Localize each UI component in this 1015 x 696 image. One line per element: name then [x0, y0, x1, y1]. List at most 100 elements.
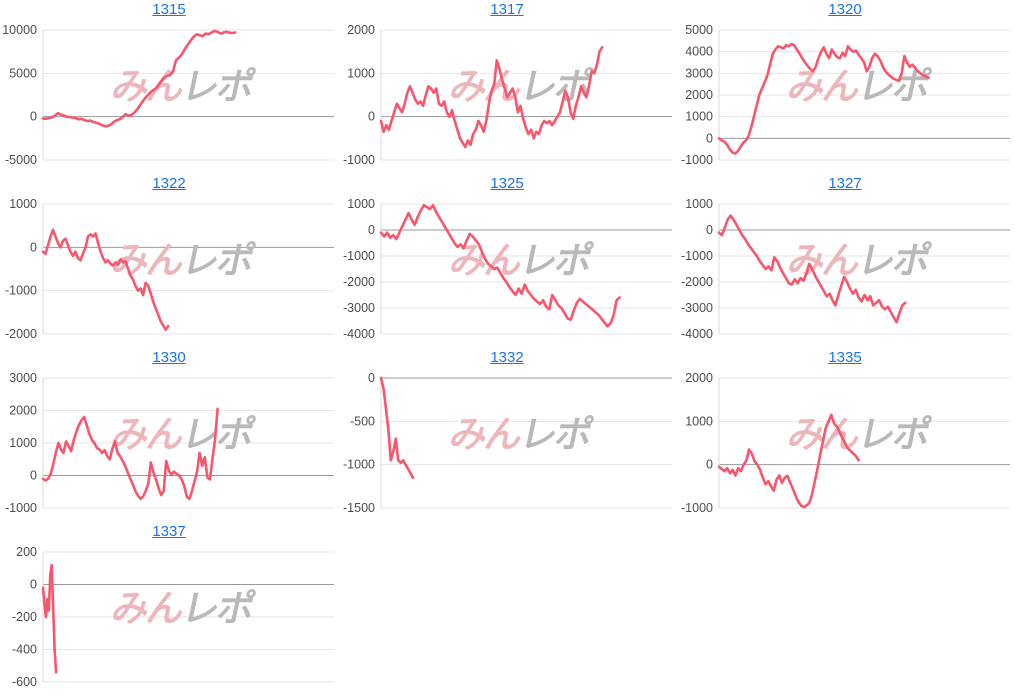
y-tick-label: -1500 — [343, 501, 375, 515]
watermark-logo: みんレポ — [784, 65, 933, 107]
y-tick-label: -1000 — [343, 249, 375, 263]
y-tick-label: -2000 — [5, 327, 37, 341]
line-chart: 2000 1000 0 -1000 みんレポ — [343, 23, 672, 167]
y-tick-label: -2000 — [343, 275, 375, 289]
y-tick-label: -4000 — [681, 327, 713, 341]
y-tick-label: 0 — [30, 469, 37, 483]
y-tick-label: 1000 — [685, 197, 713, 211]
y-tick-label: 0 — [30, 240, 37, 254]
chart-title-link[interactable]: 1330 — [152, 349, 186, 366]
watermark-logo: みんレポ — [784, 239, 933, 281]
y-tick-label: -5000 — [5, 153, 37, 167]
y-tick-label: -1000 — [681, 153, 713, 167]
y-tick-label: 1000 — [9, 197, 37, 211]
line-chart: 10000 5000 0 -5000 みんレポ — [2, 23, 334, 167]
chart-title-link[interactable]: 1315 — [152, 1, 186, 18]
y-tick-label: 0 — [368, 223, 375, 237]
chart-cell-1337: 1337 200 0 -200 -400 -600 みんレポ — [0, 522, 338, 696]
empty-cell — [338, 522, 676, 696]
series-line — [41, 29, 237, 128]
line-chart: 3000 2000 1000 0 -1000 みんレポ — [5, 371, 334, 515]
chart-cell-1330: 1330 3000 2000 1000 0 -1000 みんレポ — [0, 348, 338, 522]
y-tick-label: 1000 — [9, 436, 37, 450]
chart-title-link[interactable]: 1317 — [490, 1, 524, 18]
y-tick-label: -1000 — [681, 501, 713, 515]
watermark-logo: みんレポ — [108, 65, 257, 107]
y-tick-label: -1000 — [343, 458, 375, 472]
series-line — [379, 376, 415, 479]
y-tick-label: -2000 — [681, 275, 713, 289]
line-chart: 2000 1000 0 -1000 みんレポ — [681, 371, 1010, 515]
y-tick-label: -4000 — [343, 327, 375, 341]
series-line — [41, 228, 170, 331]
series-line — [717, 413, 860, 509]
chart-cell-1327: 1327 1000 0 -1000 -2000 -3000 -4000 みんレポ — [676, 174, 1014, 348]
chart-title-link[interactable]: 1327 — [828, 175, 862, 192]
watermark-logo: みんレポ — [446, 65, 595, 107]
y-tick-label: 5000 — [9, 66, 37, 80]
y-tick-label: 0 — [30, 578, 37, 592]
line-chart: 200 0 -200 -400 -600 みんレポ — [12, 545, 334, 689]
y-tick-label: 4000 — [685, 45, 713, 59]
series-line — [379, 45, 604, 149]
y-tick-label: 0 — [706, 223, 713, 237]
y-tick-label: 0 — [706, 131, 713, 145]
chart-title-link[interactable]: 1325 — [490, 175, 524, 192]
y-tick-label: 5000 — [685, 23, 713, 37]
y-tick-label: 1000 — [347, 197, 375, 211]
chart-cell-1325: 1325 1000 0 -1000 -2000 -3000 -4000 みんレポ — [338, 174, 676, 348]
y-tick-label: 1000 — [685, 110, 713, 124]
line-chart: 1000 0 -1000 -2000 -3000 -4000 みんレポ — [343, 197, 672, 341]
series-line — [717, 42, 930, 155]
watermark-logo: みんレポ — [108, 587, 257, 629]
y-tick-label: -400 — [12, 643, 37, 657]
chart-title-link[interactable]: 1320 — [828, 1, 862, 18]
empty-cell — [676, 522, 1014, 696]
y-tick-label: 2000 — [685, 88, 713, 102]
watermark-logo: みんレポ — [446, 239, 595, 281]
series-line — [41, 563, 58, 674]
chart-title-link[interactable]: 1335 — [828, 349, 862, 366]
chart-title-link[interactable]: 1332 — [490, 349, 524, 366]
y-tick-label: -3000 — [343, 301, 375, 315]
watermark-logo: みんレポ — [784, 413, 933, 455]
y-tick-label: 1000 — [347, 66, 375, 80]
y-tick-label: 3000 — [9, 371, 37, 385]
y-tick-label: -1000 — [343, 153, 375, 167]
y-tick-label: 2000 — [685, 371, 713, 385]
chart-cell-1322: 1322 1000 0 -1000 -2000 みんレポ — [0, 174, 338, 348]
y-tick-label: 2000 — [9, 404, 37, 418]
series-line — [379, 203, 621, 328]
series-line — [717, 214, 907, 324]
y-tick-label: 200 — [16, 545, 37, 559]
y-tick-label: -1000 — [5, 501, 37, 515]
chart-cell-1335: 1335 2000 1000 0 -1000 みんレポ — [676, 348, 1014, 522]
y-tick-label: 10000 — [2, 23, 37, 37]
y-tick-label: 0 — [368, 371, 375, 385]
chart-title-link[interactable]: 1322 — [152, 175, 186, 192]
line-chart: 5000 4000 3000 2000 1000 0 -1000 みんレポ — [681, 23, 1010, 167]
y-tick-label: 0 — [706, 458, 713, 472]
y-tick-label: 0 — [30, 110, 37, 124]
chart-cell-1320: 1320 5000 4000 3000 2000 1000 0 -1000 みんレポ — [676, 0, 1014, 174]
y-tick-label: 0 — [368, 110, 375, 124]
y-tick-label: -600 — [12, 675, 37, 689]
chart-title-link[interactable]: 1337 — [152, 523, 186, 540]
y-tick-label: -200 — [12, 610, 37, 624]
chart-cell-1332: 1332 0 -500 -1000 -1500 みんレポ — [338, 348, 676, 522]
y-tick-label: -500 — [350, 414, 375, 428]
chart-cell-1317: 1317 2000 1000 0 -1000 みんレポ — [338, 0, 676, 174]
series-line — [41, 407, 219, 501]
watermark-logo: みんレポ — [108, 413, 257, 455]
line-chart: 1000 0 -1000 -2000 -3000 -4000 みんレポ — [681, 197, 1010, 341]
watermark-logo: みんレポ — [446, 413, 595, 455]
y-tick-label: -1000 — [5, 284, 37, 298]
y-tick-label: 3000 — [685, 66, 713, 80]
chart-cell-1315: 1315 10000 5000 0 -5000 みんレポ — [0, 0, 338, 174]
y-tick-label: -3000 — [681, 301, 713, 315]
y-tick-label: 2000 — [347, 23, 375, 37]
line-chart: 0 -500 -1000 -1500 みんレポ — [343, 371, 672, 515]
y-tick-label: 1000 — [685, 414, 713, 428]
